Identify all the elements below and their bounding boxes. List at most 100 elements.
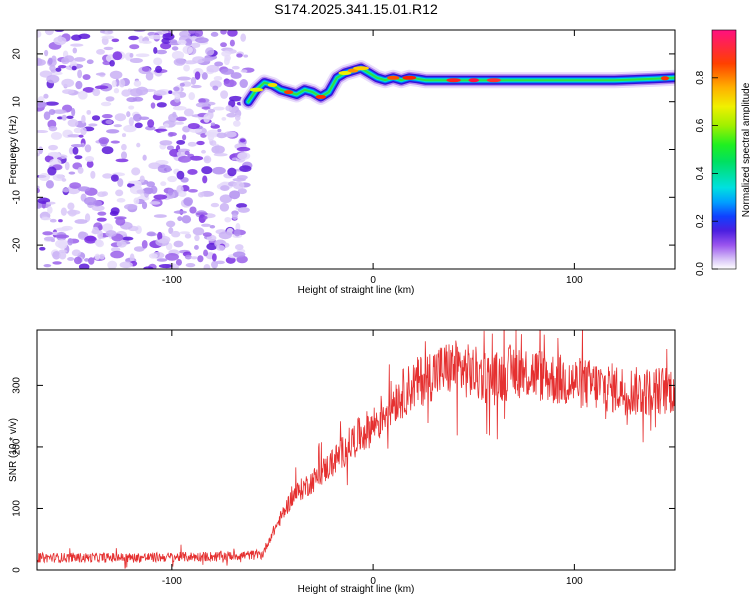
noise-blob bbox=[239, 138, 246, 143]
noise-blob bbox=[182, 134, 187, 141]
noise-blob bbox=[190, 76, 197, 85]
noise-blob bbox=[216, 132, 227, 139]
noise-blob bbox=[231, 65, 240, 70]
noise-blob bbox=[107, 260, 118, 269]
noise-blob bbox=[122, 236, 134, 241]
noise-blob bbox=[102, 30, 114, 35]
y-axis-label: Frequency (Hz) bbox=[8, 116, 19, 185]
noise-blob bbox=[47, 206, 53, 214]
noise-blob bbox=[176, 150, 186, 158]
noise-blob bbox=[67, 202, 75, 210]
noise-blob bbox=[61, 178, 67, 182]
colorbar-tick-label: 0.2 bbox=[695, 214, 706, 228]
noise-blob bbox=[187, 141, 197, 147]
noise-blob bbox=[66, 115, 74, 120]
y-tick-label: 0 bbox=[12, 146, 23, 152]
noise-blob bbox=[114, 113, 127, 122]
noise-blob bbox=[201, 166, 213, 175]
colorbar-ticks: 0.0 0.2 0.4 0.6 0.8 bbox=[695, 70, 718, 276]
noise-blob bbox=[124, 203, 138, 210]
noise-blob bbox=[77, 166, 84, 174]
noise-blob bbox=[117, 178, 124, 187]
noise-blob bbox=[239, 165, 252, 173]
noise-blob bbox=[203, 215, 208, 220]
noise-blob bbox=[179, 82, 185, 87]
noise-blob bbox=[145, 71, 154, 81]
noise-blob bbox=[115, 189, 124, 197]
noise-blob bbox=[194, 234, 200, 242]
noise-blob bbox=[168, 90, 173, 94]
noise-blob bbox=[143, 187, 154, 194]
noise-blob bbox=[99, 253, 105, 260]
noise-blob bbox=[153, 214, 167, 218]
noise-blob bbox=[62, 187, 70, 193]
noise-blob bbox=[166, 145, 175, 151]
noise-blob bbox=[232, 181, 245, 190]
noise-blob bbox=[84, 196, 97, 206]
noise-blob bbox=[162, 32, 175, 41]
noise-blob bbox=[128, 180, 142, 184]
y-tick-label: -10 bbox=[12, 190, 23, 205]
noise-blob bbox=[121, 143, 127, 151]
noise-blob bbox=[177, 76, 192, 81]
noise-blob bbox=[135, 53, 150, 58]
noise-blob bbox=[201, 149, 206, 154]
noise-blob bbox=[183, 108, 194, 117]
noise-blob bbox=[61, 57, 70, 65]
noise-blob bbox=[239, 79, 248, 89]
noise-blob bbox=[141, 40, 152, 44]
noise-blob bbox=[234, 114, 241, 121]
noise-blob bbox=[153, 90, 167, 96]
noise-blob bbox=[171, 46, 179, 51]
noise-blob bbox=[77, 186, 91, 192]
noise-blob bbox=[201, 223, 211, 227]
noise-blob bbox=[84, 258, 90, 262]
noise-blob bbox=[159, 140, 173, 146]
x-tick-label: -100 bbox=[162, 576, 182, 587]
noise-blob bbox=[187, 122, 200, 130]
noise-blob bbox=[81, 114, 86, 124]
noise-blob bbox=[171, 50, 185, 60]
noise-blob bbox=[225, 256, 236, 264]
noise-blob bbox=[121, 133, 127, 138]
x-tick-label: 100 bbox=[566, 576, 583, 587]
noise-blob bbox=[58, 249, 68, 254]
noise-blob bbox=[91, 115, 101, 121]
noise-blob bbox=[184, 38, 193, 47]
colorbar-tick-label: 0.6 bbox=[695, 118, 706, 132]
noise-blob bbox=[86, 109, 92, 115]
noise-blob bbox=[98, 137, 110, 145]
y-tick-label: 100 bbox=[12, 500, 23, 517]
noise-blob bbox=[211, 145, 225, 155]
noise-blob bbox=[143, 266, 154, 269]
noise-blob bbox=[220, 42, 227, 48]
noise-blob bbox=[43, 111, 51, 120]
noise-blob bbox=[206, 64, 220, 73]
noise-blob bbox=[176, 170, 185, 180]
noise-blob bbox=[101, 35, 115, 40]
noise-blob bbox=[95, 72, 106, 76]
noise-blob bbox=[50, 131, 63, 140]
noise-blob bbox=[225, 105, 233, 112]
plot-frame bbox=[36, 329, 676, 571]
noise-blob bbox=[178, 190, 187, 198]
noise-blob bbox=[230, 72, 242, 79]
noise-blob bbox=[84, 235, 96, 242]
colorbar: 0.0 0.2 0.4 0.6 0.8 Normalized spectral ampl… bbox=[695, 29, 750, 276]
noise-blob bbox=[100, 101, 112, 107]
noise-blob bbox=[168, 39, 178, 43]
noise-blob bbox=[155, 65, 163, 73]
noise-blob bbox=[175, 258, 182, 266]
noise-blob bbox=[212, 253, 217, 262]
noise-blob bbox=[215, 260, 225, 265]
noise-blob bbox=[73, 127, 82, 134]
noise-blob bbox=[67, 119, 79, 127]
noise-blob bbox=[37, 152, 40, 157]
noise-blob bbox=[111, 80, 117, 88]
noise-blob bbox=[236, 53, 243, 58]
ridge-hotspot bbox=[402, 75, 417, 80]
noise-blob bbox=[75, 80, 83, 90]
noise-blob bbox=[109, 60, 115, 67]
noise-blob bbox=[102, 173, 113, 179]
